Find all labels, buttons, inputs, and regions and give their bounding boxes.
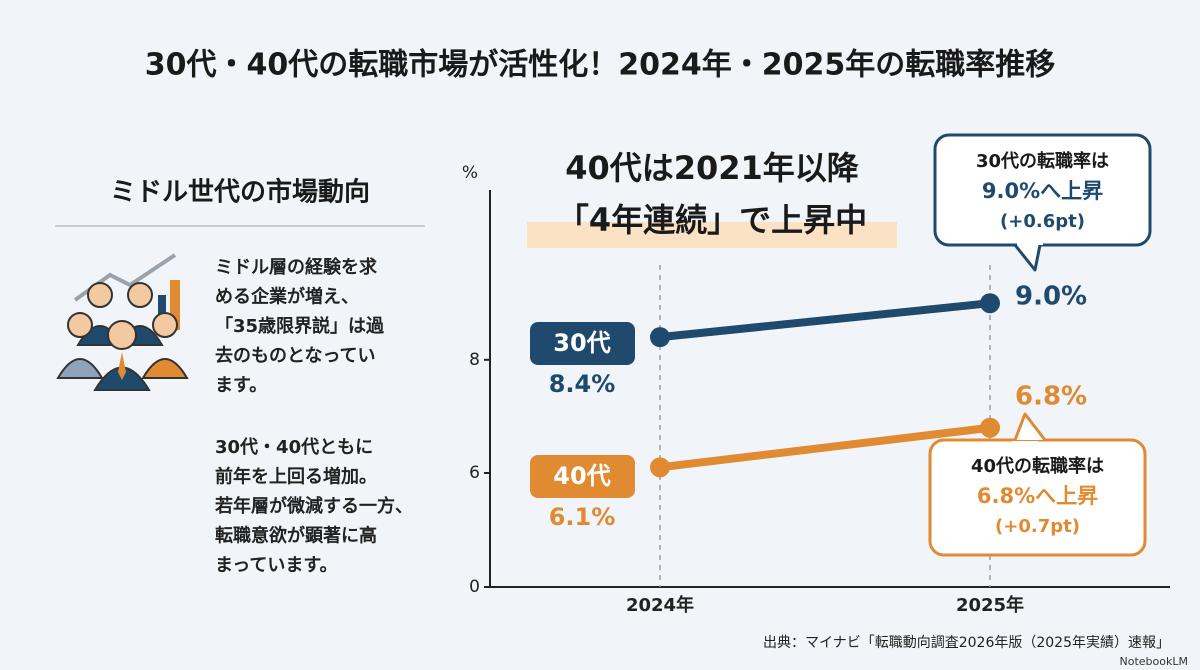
- panel-heading: ミドル世代の市場動向: [110, 177, 370, 208]
- value-label: 6.1%: [549, 503, 616, 531]
- brand: NotebookLM: [1120, 655, 1188, 668]
- data-point: [650, 457, 670, 478]
- panel-text: ミドル層の経験を求: [215, 256, 378, 278]
- callout-text: 30代の転職率は: [976, 150, 1109, 172]
- callout-tail-cover: [1012, 441, 1038, 445]
- panel-text: 前年を上回る増加。: [215, 466, 377, 488]
- title: 30代・40代の転職市場が活性化！2024年・2025年の転職率推移: [145, 48, 1056, 83]
- value-label: 6.8%: [1015, 382, 1087, 412]
- callout-text: (+0.7pt): [995, 516, 1080, 537]
- panel-text: まっています。: [215, 555, 338, 576]
- panel-text: ます。: [215, 375, 267, 396]
- people-icon: [56, 253, 189, 391]
- panel-text: 転職意欲が顕著に高: [215, 525, 377, 547]
- panel-text: 若年層が微減する一方、: [214, 495, 413, 517]
- x-tick-label: 2025年: [956, 594, 1024, 616]
- y-tick-label: 0: [469, 577, 480, 597]
- callout-text: 6.8%へ上昇: [977, 484, 1098, 508]
- y-tick-label: 6: [469, 463, 480, 483]
- source: 出典：マイナビ「転職動向調査2026年版（2025年実績）速報」: [763, 635, 1170, 651]
- y-axis-label: %: [462, 163, 478, 183]
- panel-text: 「35歳限界説」は過: [215, 315, 385, 337]
- legend-label: 30代: [553, 329, 610, 357]
- headline: 40代は2021年以降: [565, 149, 860, 187]
- value-label: 9.0%: [1015, 282, 1087, 312]
- legend-badge: [530, 322, 635, 365]
- legend-badge: [530, 455, 635, 498]
- callout-tail: [1013, 244, 1042, 272]
- callout-text: 40代の転職率は: [971, 455, 1104, 477]
- x-tick-label: 2024年: [626, 594, 694, 616]
- data-point: [980, 417, 1000, 438]
- callout-text: (+0.6pt): [1000, 211, 1085, 232]
- legend-label: 40代: [553, 462, 610, 490]
- highlight: [527, 222, 897, 248]
- value-label: 8.4%: [549, 370, 616, 398]
- callout-tail-cover: [1017, 241, 1043, 245]
- data-point: [980, 293, 1000, 314]
- panel-text: める企業が増え、: [215, 286, 359, 308]
- series-line: [656, 299, 994, 342]
- callout-tail: [1013, 412, 1047, 441]
- series-line: [656, 423, 994, 472]
- headline: 「4年連続」で上昇中: [557, 201, 867, 239]
- y-tick-label: 8: [469, 350, 480, 370]
- callout-text: 9.0%へ上昇: [982, 179, 1103, 203]
- data-point: [650, 327, 670, 348]
- panel-text: 去のものとなってい: [215, 345, 376, 367]
- panel-text: 30代・40代ともに: [215, 437, 373, 458]
